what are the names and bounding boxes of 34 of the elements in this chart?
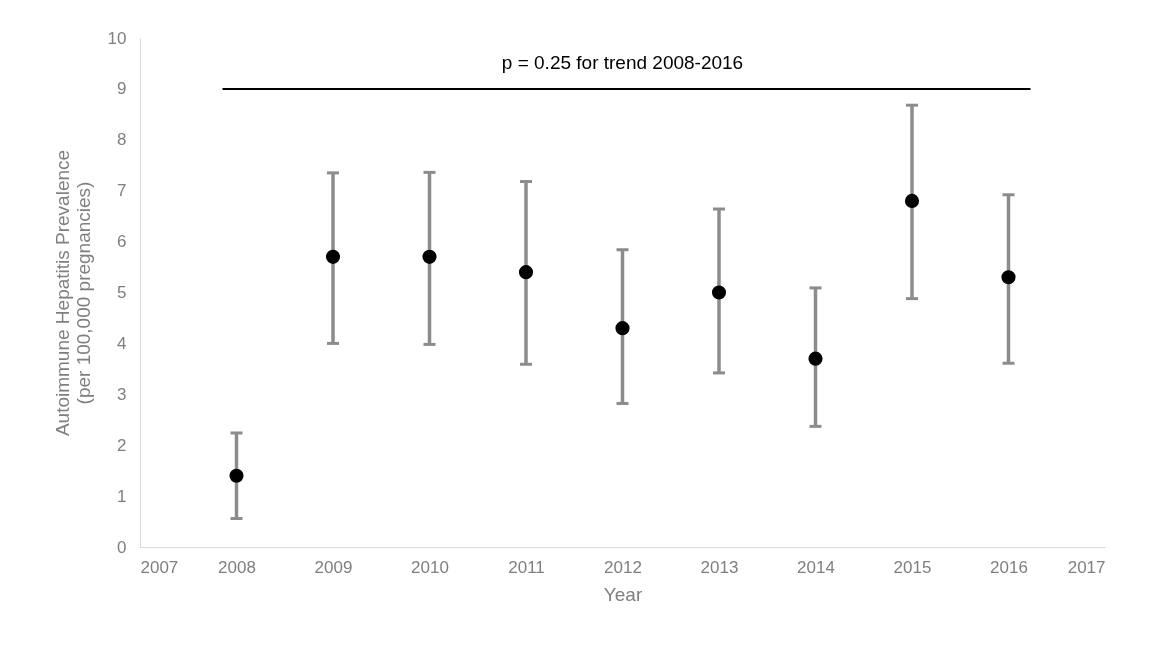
y-tick-label: 8 bbox=[117, 130, 127, 150]
y-tick-label: 9 bbox=[117, 79, 127, 99]
y-tick-label: 10 bbox=[107, 28, 127, 48]
y-tick-label: 3 bbox=[117, 384, 127, 404]
x-tick-label: 2010 bbox=[411, 557, 449, 577]
y-axis-title: Autoimmune Hepatitis Prevalence (per 100,000 pregnancies) bbox=[51, 149, 94, 437]
x-tick-label: 2012 bbox=[604, 557, 642, 577]
x-tick-label: 2014 bbox=[797, 557, 835, 577]
point bbox=[711, 285, 727, 300]
y-tick-label: 7 bbox=[117, 181, 127, 201]
annotation: p = 0.25 for trend 2008-2016 bbox=[501, 51, 744, 73]
x-tick-label: 2008 bbox=[218, 557, 256, 577]
x-axis-title: Year bbox=[603, 583, 643, 605]
point bbox=[615, 321, 630, 336]
x-tick-label: 2013 bbox=[700, 557, 739, 577]
y-tick-label: 4 bbox=[117, 333, 127, 353]
point bbox=[518, 265, 534, 280]
point bbox=[422, 249, 437, 264]
y-tick-label: 1 bbox=[117, 486, 127, 506]
x-tick-label: 2017 bbox=[1067, 557, 1106, 577]
x-tick-label: 2016 bbox=[990, 557, 1028, 577]
x-tick-label: 2007 bbox=[140, 557, 179, 577]
point bbox=[808, 351, 823, 366]
point bbox=[325, 249, 341, 264]
point bbox=[904, 193, 920, 208]
x-tick-label: 2009 bbox=[314, 557, 353, 577]
x-tick-label: 2011 bbox=[508, 557, 545, 577]
point bbox=[229, 468, 244, 483]
point bbox=[1001, 270, 1016, 285]
y-tick-label: 6 bbox=[117, 232, 127, 252]
x-tick-label: 2015 bbox=[893, 557, 932, 577]
y-tick-label: 5 bbox=[117, 283, 127, 302]
y-tick-label: 0 bbox=[117, 537, 127, 557]
y-tick-label: 2 bbox=[117, 435, 127, 455]
